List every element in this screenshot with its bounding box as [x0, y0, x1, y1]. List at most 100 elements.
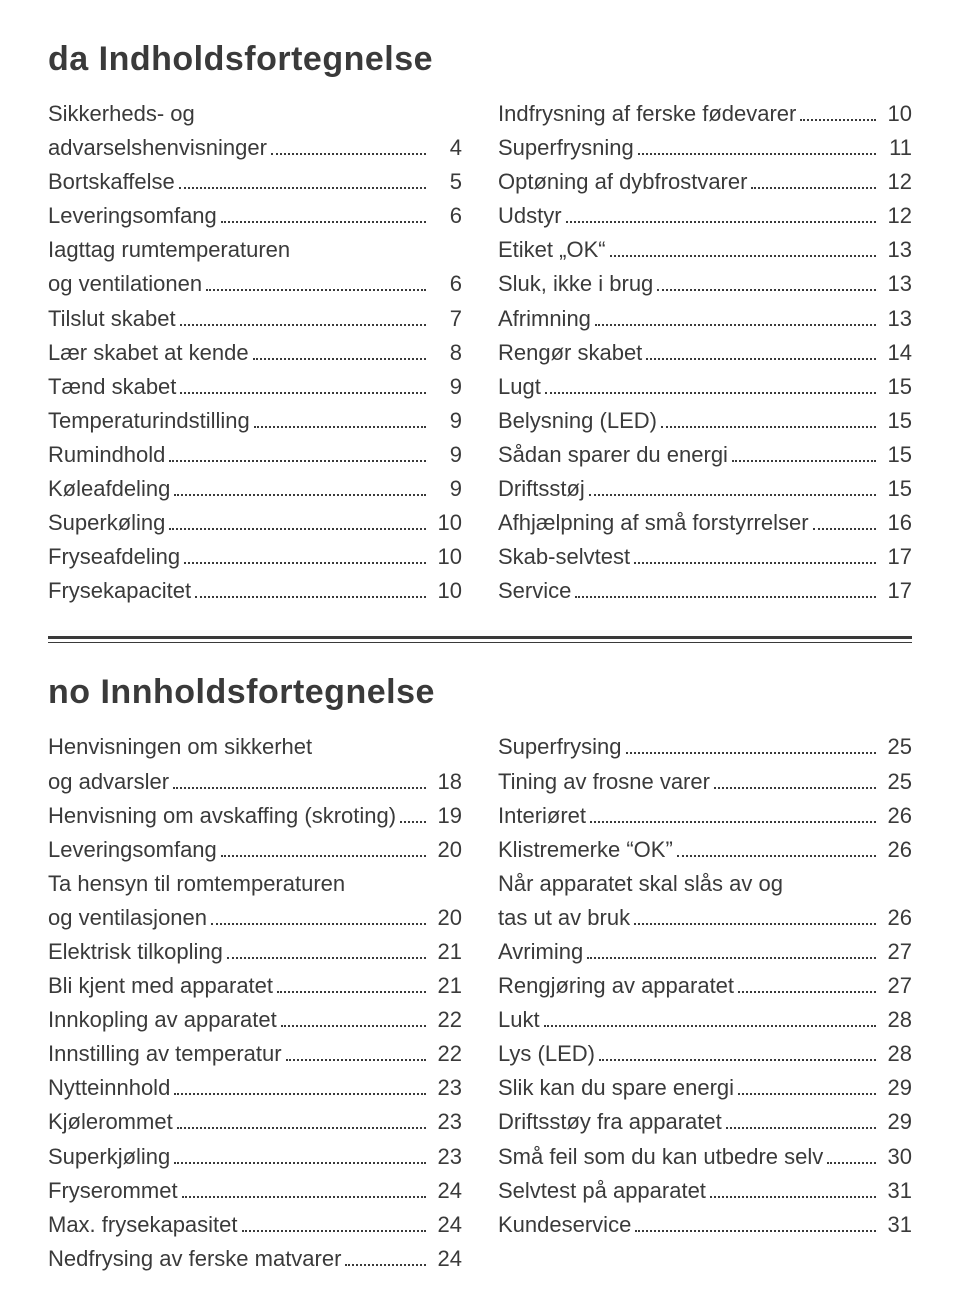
toc-entry: Interiøret 26 — [498, 799, 912, 833]
toc-entry-page: 22 — [430, 1037, 462, 1071]
section-title-da: da Indholdsfortegnelse — [48, 40, 912, 79]
toc-entry: Leveringsomfang 20 — [48, 833, 462, 867]
toc-entry-label: Bli kjent med apparatet — [48, 969, 273, 1003]
toc-leader-dots — [221, 201, 426, 223]
toc-leader-dots — [626, 733, 876, 755]
toc-entry-page: 17 — [880, 574, 912, 608]
toc-entry-page: 31 — [880, 1208, 912, 1242]
toc-entry-page: 21 — [430, 935, 462, 969]
toc-entry: Innstilling av temperatur 22 — [48, 1037, 462, 1071]
toc-entry-label: Skab-selvtest — [498, 540, 630, 574]
toc-entry-label: Rumindhold — [48, 438, 165, 472]
toc-leader-dots — [221, 835, 426, 857]
toc-leader-dots — [589, 474, 876, 496]
toc-entry: Nedfrysing av ferske matvarer 24 — [48, 1242, 462, 1276]
toc-entry-line: Når apparatet skal slås av og — [498, 867, 912, 901]
toc-entry: Frysekapacitet 10 — [48, 574, 462, 608]
toc-entry: Henvisning om avskaffing (skroting) 19 — [48, 799, 462, 833]
toc-entry-page: 24 — [430, 1174, 462, 1208]
toc-entry-label: advarselshenvisninger — [48, 131, 267, 165]
toc-entry: Tining av frosne varer 25 — [498, 765, 912, 799]
toc-entry: Superkøling 10 — [48, 506, 462, 540]
toc-entry-page: 9 — [430, 472, 462, 506]
toc-leader-dots — [575, 577, 876, 599]
toc-entry: Nytteinnhold 23 — [48, 1071, 462, 1105]
toc-entry-page: 20 — [430, 901, 462, 935]
toc-entry-page: 9 — [430, 438, 462, 472]
toc-entry: Fryseafdeling 10 — [48, 540, 462, 574]
toc-leader-dots — [242, 1210, 426, 1232]
toc-leader-dots — [590, 801, 876, 823]
toc-entry-page: 11 — [880, 131, 912, 165]
toc-entry-label: Superkjøling — [48, 1140, 170, 1174]
toc-entry: Afrimning 13 — [498, 302, 912, 336]
toc-entry: Elektrisk tilkopling 21 — [48, 935, 462, 969]
toc-leader-dots — [587, 937, 876, 959]
toc-leader-dots — [710, 1176, 876, 1198]
section-divider — [48, 636, 912, 643]
toc-entry-label: Nytteinnhold — [48, 1071, 170, 1105]
toc-entry-label: Service — [498, 574, 571, 608]
toc-entry-page: 4 — [430, 131, 462, 165]
toc-entry-page: 18 — [430, 765, 462, 799]
toc-leader-dots — [726, 1108, 876, 1130]
toc-entry-label: og advarsler — [48, 765, 169, 799]
toc-entry-page: 23 — [430, 1071, 462, 1105]
toc-entry: advarselshenvisninger 4 — [48, 131, 462, 165]
toc-entry-page: 9 — [430, 370, 462, 404]
toc-entry-label: Henvisning om avskaffing (skroting) — [48, 799, 396, 833]
toc-entry-label: Temperaturindstilling — [48, 404, 250, 438]
toc-entry-label: Leveringsomfang — [48, 833, 217, 867]
toc-col-right: Superfrysing 25Tining av frosne varer 25… — [498, 730, 912, 1276]
toc-leader-dots — [661, 406, 876, 428]
toc-entry-label: Kjølerommet — [48, 1105, 173, 1139]
toc-leader-dots — [610, 236, 876, 258]
toc-entry-label: Fryserommet — [48, 1174, 178, 1208]
toc-leader-dots — [544, 1005, 876, 1027]
toc-entry-label: Slik kan du spare energi — [498, 1071, 734, 1105]
toc-entry-page: 26 — [880, 833, 912, 867]
toc-leader-dots — [271, 133, 426, 155]
toc-entry-page: 30 — [880, 1140, 912, 1174]
toc-entry-label: Interiøret — [498, 799, 586, 833]
toc-entry: Driftsstøj 15 — [498, 472, 912, 506]
divider-thick — [48, 636, 912, 639]
toc-entry-page: 26 — [880, 799, 912, 833]
toc-entry: Selvtest på apparatet 31 — [498, 1174, 912, 1208]
toc-entry-label: Selvtest på apparatet — [498, 1174, 706, 1208]
toc-entry-page: 24 — [430, 1242, 462, 1276]
toc-entry-label: Driftsstøj — [498, 472, 585, 506]
toc-entry-label: Rengjøring av apparatet — [498, 969, 734, 1003]
toc-leader-dots — [634, 903, 876, 925]
toc-entry-label: Henvisningen om sikkerhet — [48, 730, 462, 764]
toc-leader-dots — [174, 1074, 426, 1096]
toc-entry: Max. frysekapasitet 24 — [48, 1208, 462, 1242]
toc-entry-label: tas ut av bruk — [498, 901, 630, 935]
toc-entry-page: 28 — [880, 1003, 912, 1037]
toc-entry-label: Sluk, ikke i brug — [498, 267, 653, 301]
toc-leader-dots — [595, 304, 876, 326]
toc-entry-label: Innstilling av temperatur — [48, 1037, 282, 1071]
toc-entry-label: Frysekapacitet — [48, 574, 191, 608]
toc-leader-dots — [182, 1176, 426, 1198]
toc-entry: Rengør skabet 14 — [498, 336, 912, 370]
toc-col-left: Sikkerheds- ogadvarselshenvisninger 4Bor… — [48, 97, 462, 608]
toc-entry-label: Tilslut skabet — [48, 302, 176, 336]
toc-entry-page: 26 — [880, 901, 912, 935]
toc-entry-label: Lær skabet at kende — [48, 336, 249, 370]
toc-entry: Klistremerke “OK” 26 — [498, 833, 912, 867]
toc-entry: Slik kan du spare energi 29 — [498, 1071, 912, 1105]
toc-entry-label: Afrimning — [498, 302, 591, 336]
toc-entry-label: Klistremerke “OK” — [498, 833, 673, 867]
toc-leader-dots — [635, 1210, 876, 1232]
toc-entry-page: 15 — [880, 404, 912, 438]
toc-entry-label: Optøning af dybfrostvarer — [498, 165, 747, 199]
toc-leader-dots — [800, 99, 876, 121]
toc-entry-label: Små feil som du kan utbedre selv — [498, 1140, 823, 1174]
toc-entry-label: Fryseafdeling — [48, 540, 180, 574]
toc-leader-dots — [179, 167, 426, 189]
toc-entry: og ventilasjonen 20 — [48, 901, 462, 935]
toc-entry-line: Sikkerheds- og — [48, 97, 462, 131]
toc-entry-label: Når apparatet skal slås av og — [498, 867, 912, 901]
toc-entry: Sådan sparer du energi 15 — [498, 438, 912, 472]
